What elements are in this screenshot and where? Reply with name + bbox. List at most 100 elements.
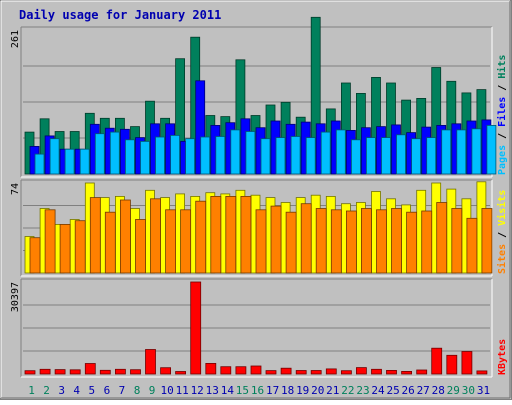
x-tick-label: 3 xyxy=(58,384,65,397)
bar-kbytes-day-7 xyxy=(115,368,126,375)
bar-kbytes-day-22 xyxy=(340,370,352,375)
bar-sites-day-6 xyxy=(104,211,116,274)
bar-pages-day-29 xyxy=(456,129,467,175)
bar-kbytes-day-8 xyxy=(130,369,141,375)
bar-kbytes-day-19 xyxy=(295,370,307,375)
bar-sites-day-2 xyxy=(44,209,56,274)
bar-sites-day-12 xyxy=(195,200,207,274)
bar-sites-day-28 xyxy=(436,202,448,274)
bar-kbytes-day-5 xyxy=(84,363,96,375)
bar-kbytes-day-18 xyxy=(280,367,292,375)
bar-kbytes-day-11 xyxy=(175,371,187,375)
bar-pages-day-16 xyxy=(260,138,271,175)
bar-pages-day-11 xyxy=(185,138,196,175)
bar-pages-day-8 xyxy=(140,140,150,175)
x-tick-label: 18 xyxy=(281,384,294,397)
bar-sites-day-16 xyxy=(255,209,267,274)
bar-pages-day-14 xyxy=(230,129,241,175)
bar-pages-day-21 xyxy=(335,129,346,175)
panel-visits-side-label: Sites / Visits xyxy=(496,190,508,274)
x-tick-label: 9 xyxy=(149,384,156,397)
chart-title: Daily usage for January 2011 xyxy=(19,8,221,22)
bar-sites-day-31 xyxy=(481,208,493,274)
chart-panels: 261 Pages / Files / Hits 74 Sites / Visits 3… xyxy=(10,16,508,378)
bar-kbytes-day-17 xyxy=(265,370,277,375)
bar-sites-day-21 xyxy=(330,209,342,274)
bar-sites-day-29 xyxy=(451,208,463,274)
x-tick-label: 27 xyxy=(417,384,430,397)
bar-hits-day-24 xyxy=(371,77,381,175)
bar-pages-day-5 xyxy=(94,133,105,175)
bar-pages-day-7 xyxy=(125,139,135,175)
bar-pages-day-28 xyxy=(441,129,452,175)
x-tick-label: 7 xyxy=(119,384,126,397)
bar-kbytes-day-16 xyxy=(250,365,262,375)
bar-kbytes-day-14 xyxy=(220,366,232,375)
bar-sites-day-25 xyxy=(391,208,402,274)
panel-kbytes-side-label: KBytes xyxy=(497,339,508,375)
bar-kbytes-day-24 xyxy=(371,368,382,375)
side-label-separator: / xyxy=(497,226,508,244)
side-label-separator: / xyxy=(497,79,508,97)
bar-kbytes-day-29 xyxy=(446,354,458,375)
x-tick-label: 2 xyxy=(43,384,50,397)
bar-pages-day-4 xyxy=(79,148,90,175)
bar-kbytes-day-23 xyxy=(355,367,367,375)
panel-kbytes-ymax-label: 30397 xyxy=(10,282,21,312)
bar-sites-day-22 xyxy=(345,210,357,274)
x-tick-label: 20 xyxy=(311,384,324,397)
x-tick-label: 4 xyxy=(73,384,80,397)
side-label-pages: Pages xyxy=(497,145,508,175)
bar-kbytes-day-20 xyxy=(310,370,322,375)
bar-sites-day-10 xyxy=(165,209,177,274)
bar-pages-day-24 xyxy=(381,137,391,175)
x-tick-label: 29 xyxy=(447,384,460,397)
bar-pages-day-1 xyxy=(34,153,45,175)
bar-pages-day-22 xyxy=(350,139,361,175)
bar-pages-day-15 xyxy=(245,131,256,175)
x-tick-label: 28 xyxy=(432,384,445,397)
x-tick-label: 31 xyxy=(477,384,490,397)
x-tick-label: 30 xyxy=(462,384,475,397)
bar-pages-day-18 xyxy=(290,136,301,175)
bar-sites-day-7 xyxy=(120,199,131,274)
bar-sites-day-19 xyxy=(300,203,312,274)
bar-pages-day-12 xyxy=(200,136,211,175)
bar-pages-day-27 xyxy=(426,137,437,175)
bar-sites-day-15 xyxy=(240,195,252,274)
series-hits xyxy=(24,16,487,175)
panel-hits-side-label: Pages / Files / Hits xyxy=(496,55,508,175)
bar-sites-day-27 xyxy=(421,210,433,274)
bar-sites-day-14 xyxy=(225,195,237,274)
x-tick-label: 6 xyxy=(104,384,111,397)
bar-pages-day-26 xyxy=(411,138,422,175)
bar-kbytes-day-28 xyxy=(431,347,443,375)
x-tick-label: 1 xyxy=(28,384,35,397)
x-tick-label: 10 xyxy=(160,384,173,397)
bar-pages-day-30 xyxy=(471,128,482,175)
x-tick-label: 13 xyxy=(206,384,219,397)
bar-hits-day-22 xyxy=(340,82,351,175)
bar-pages-day-25 xyxy=(396,134,406,175)
bar-pages-day-9 xyxy=(155,136,165,175)
bar-pages-day-17 xyxy=(275,137,286,175)
x-tick-label: 14 xyxy=(221,384,235,397)
bar-pages-day-10 xyxy=(170,134,181,175)
bar-sites-day-20 xyxy=(315,208,327,274)
x-tick-label: 16 xyxy=(251,384,264,397)
bar-kbytes-day-21 xyxy=(325,368,337,375)
bar-kbytes-day-31 xyxy=(476,370,488,375)
bar-sites-day-30 xyxy=(466,217,478,274)
series-kbytes xyxy=(24,281,488,375)
bar-kbytes-day-26 xyxy=(401,370,413,375)
bar-sites-day-23 xyxy=(360,208,372,274)
bar-sites-day-3 xyxy=(59,223,71,274)
bar-pages-day-6 xyxy=(109,131,120,175)
side-label-kbytes: KBytes xyxy=(497,339,508,375)
bar-pages-day-3 xyxy=(64,148,75,175)
bar-kbytes-day-27 xyxy=(416,369,428,375)
series-pages xyxy=(34,125,497,175)
bar-hits-day-28 xyxy=(431,67,442,175)
side-label-files: Files xyxy=(496,97,508,127)
